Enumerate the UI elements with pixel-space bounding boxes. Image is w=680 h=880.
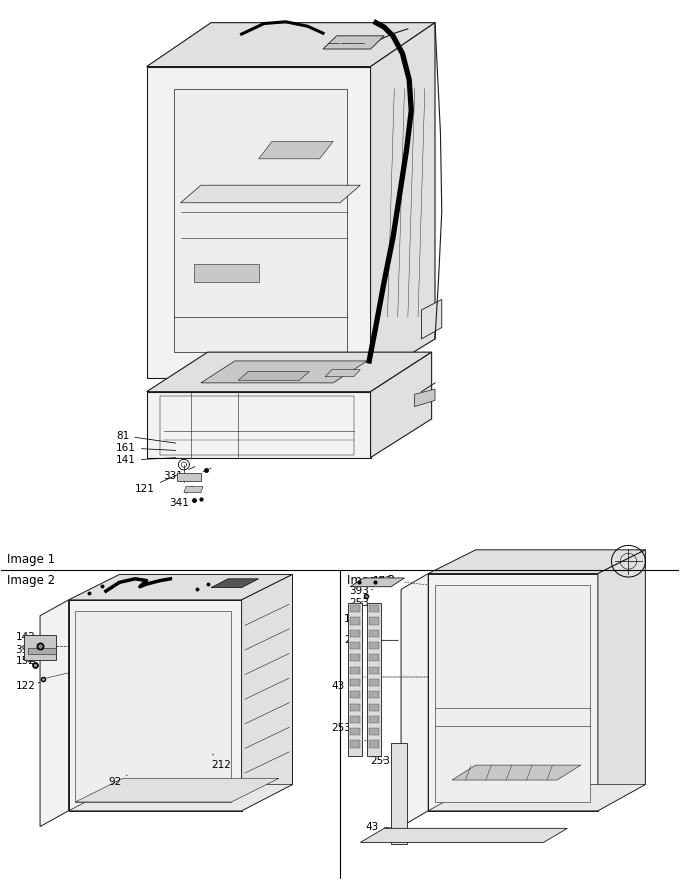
Text: 122: 122: [16, 681, 40, 691]
Polygon shape: [369, 642, 379, 649]
Polygon shape: [325, 370, 360, 377]
Polygon shape: [24, 635, 56, 660]
Polygon shape: [323, 36, 384, 49]
Polygon shape: [184, 487, 203, 493]
Polygon shape: [350, 740, 360, 747]
Polygon shape: [40, 600, 69, 826]
Polygon shape: [147, 23, 435, 67]
Polygon shape: [348, 603, 362, 756]
Text: 33: 33: [349, 735, 366, 744]
Polygon shape: [350, 605, 360, 612]
Polygon shape: [147, 392, 371, 458]
Text: 392: 392: [16, 645, 41, 655]
Polygon shape: [367, 603, 381, 756]
Polygon shape: [428, 574, 598, 810]
Polygon shape: [69, 575, 292, 600]
Text: 152: 152: [16, 656, 35, 666]
Polygon shape: [369, 655, 379, 662]
Polygon shape: [428, 550, 645, 574]
Polygon shape: [452, 765, 581, 780]
Text: 92: 92: [108, 775, 127, 787]
Polygon shape: [369, 740, 379, 747]
Polygon shape: [598, 550, 645, 810]
Text: 121: 121: [135, 474, 178, 495]
Polygon shape: [415, 389, 435, 407]
Polygon shape: [174, 89, 347, 352]
Text: Image 1: Image 1: [7, 553, 56, 566]
Text: 393: 393: [349, 586, 373, 596]
Polygon shape: [369, 630, 379, 637]
Polygon shape: [360, 828, 567, 842]
Polygon shape: [69, 600, 241, 810]
Polygon shape: [369, 605, 379, 612]
Polygon shape: [194, 264, 258, 282]
Polygon shape: [435, 585, 590, 802]
Polygon shape: [28, 649, 56, 655]
Polygon shape: [147, 352, 432, 392]
Polygon shape: [371, 23, 435, 378]
Text: 253: 253: [349, 598, 369, 607]
Polygon shape: [241, 575, 292, 810]
Text: 212: 212: [211, 754, 231, 770]
Polygon shape: [369, 728, 379, 735]
Polygon shape: [422, 299, 442, 339]
Polygon shape: [258, 142, 333, 159]
Text: 153: 153: [344, 614, 364, 624]
Polygon shape: [401, 574, 428, 826]
Polygon shape: [428, 784, 645, 810]
Text: 43: 43: [331, 681, 352, 691]
Polygon shape: [369, 679, 379, 686]
Polygon shape: [238, 371, 309, 380]
Polygon shape: [147, 67, 371, 378]
Polygon shape: [350, 716, 360, 722]
Text: 161: 161: [116, 443, 175, 453]
Text: 331: 331: [164, 466, 195, 481]
Polygon shape: [350, 692, 360, 699]
Polygon shape: [350, 578, 405, 587]
Polygon shape: [350, 679, 360, 686]
Text: 253: 253: [371, 756, 390, 766]
Polygon shape: [369, 716, 379, 722]
Polygon shape: [350, 630, 360, 637]
Text: 81: 81: [116, 430, 175, 444]
Text: Image 3: Image 3: [347, 575, 395, 588]
Polygon shape: [369, 704, 379, 711]
Text: 253: 253: [331, 723, 356, 733]
Polygon shape: [177, 473, 201, 481]
Text: 142: 142: [16, 632, 48, 642]
Polygon shape: [211, 579, 258, 588]
Polygon shape: [391, 743, 407, 844]
Polygon shape: [350, 618, 360, 625]
Polygon shape: [369, 667, 379, 674]
Text: 93: 93: [349, 745, 370, 755]
Polygon shape: [350, 655, 360, 662]
Text: 293: 293: [344, 635, 398, 645]
Text: 43: 43: [366, 822, 405, 832]
Polygon shape: [350, 728, 360, 735]
Text: 173: 173: [373, 576, 392, 585]
Polygon shape: [350, 642, 360, 649]
Polygon shape: [350, 667, 360, 674]
Polygon shape: [369, 618, 379, 625]
Polygon shape: [75, 612, 231, 802]
Polygon shape: [75, 778, 279, 802]
Polygon shape: [350, 704, 360, 711]
Text: 141: 141: [116, 455, 175, 466]
Polygon shape: [369, 692, 379, 699]
Polygon shape: [69, 784, 292, 810]
Polygon shape: [180, 185, 360, 202]
Polygon shape: [201, 361, 367, 383]
Polygon shape: [371, 352, 432, 458]
Text: Image 2: Image 2: [7, 575, 56, 588]
Text: 341: 341: [169, 486, 192, 509]
